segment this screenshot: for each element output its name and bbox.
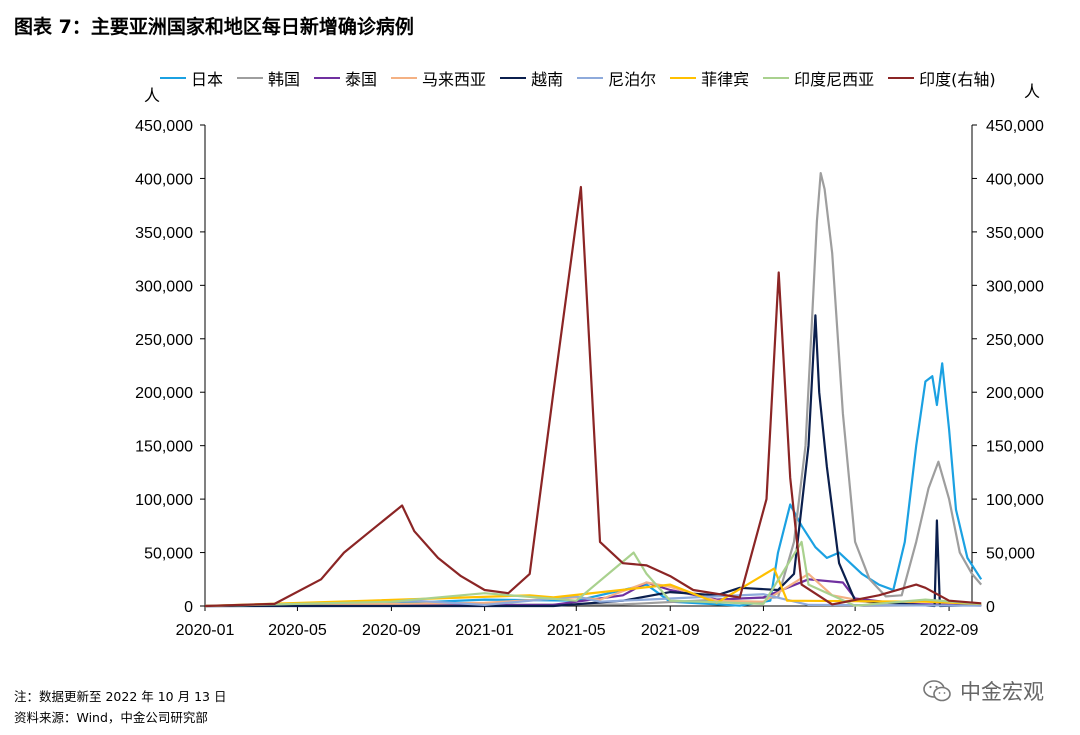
y2-tick-label: 300,000 — [986, 278, 1044, 295]
y-tick-label: 0 — [184, 599, 193, 616]
x-tick-label: 2022-01 — [734, 622, 793, 639]
legend-item: 菲律宾 — [670, 66, 749, 90]
series-line — [205, 314, 982, 608]
legend-swatch — [160, 77, 186, 79]
legend-label: 马来西亚 — [422, 70, 487, 89]
y-tick-label: 50,000 — [144, 546, 193, 563]
wechat-icon — [923, 680, 951, 702]
legend-swatch — [888, 77, 915, 79]
legend-label: 尼泊尔 — [608, 70, 657, 89]
series-line — [204, 172, 983, 608]
watermark: 中金宏观 — [922, 676, 1044, 706]
chart-legend: 日本 韩国 泰国 马来西亚 越南 尼泊尔 菲律宾 印度尼西亚 印度(右轴) — [160, 66, 996, 90]
x-tick-label: 2021-05 — [547, 622, 606, 639]
legend-label: 印度尼西亚 — [794, 70, 875, 89]
legend-label: 日本 — [191, 70, 224, 89]
legend-swatch — [237, 77, 264, 79]
legend-label: 菲律宾 — [701, 70, 750, 89]
legend-item: 韩国 — [237, 66, 300, 90]
x-tick-label: 2021-01 — [455, 622, 514, 639]
legend-item: 尼泊尔 — [577, 66, 656, 90]
y2-tick-label: 400,000 — [986, 171, 1044, 188]
y2-tick-label: 250,000 — [986, 332, 1044, 349]
y-tick-label: 350,000 — [135, 225, 193, 242]
left-axis-unit: 人 — [144, 86, 161, 105]
legend-label: 泰国 — [345, 70, 378, 89]
y2-tick-label: 100,000 — [986, 492, 1044, 509]
y-tick-label: 250,000 — [135, 332, 193, 349]
y2-tick-label: 450,000 — [986, 118, 1044, 135]
legend-item: 泰国 — [314, 66, 377, 90]
y2-tick-label: 0 — [986, 599, 995, 616]
watermark-text: 中金宏观 — [960, 680, 1044, 704]
series-line — [204, 540, 982, 608]
legend-label: 印度(右轴) — [919, 70, 996, 89]
series-line — [204, 567, 982, 608]
footnote-note: 注：数据更新至 2022 年 10 月 13 日 — [14, 689, 227, 704]
legend-item: 印度尼西亚 — [763, 66, 874, 90]
y-tick-label: 200,000 — [135, 385, 193, 402]
y-tick-label: 450,000 — [135, 118, 193, 135]
x-tick-label: 2022-09 — [920, 622, 979, 639]
legend-item: 印度(右轴) — [888, 66, 996, 90]
x-tick-label: 2021-09 — [641, 622, 700, 639]
legend-item: 马来西亚 — [391, 66, 486, 90]
y2-tick-label: 200,000 — [986, 385, 1044, 402]
legend-swatch — [391, 77, 418, 79]
legend-label: 越南 — [531, 70, 564, 89]
series-line — [204, 593, 982, 608]
x-tick-label: 2020-05 — [268, 622, 327, 639]
x-tick-label: 2020-09 — [362, 622, 421, 639]
footnote-source: 资料来源：Wind，中金公司研究部 — [14, 710, 208, 725]
legend-item: 日本 — [160, 66, 223, 90]
y-tick-label: 400,000 — [135, 171, 193, 188]
legend-swatch — [763, 77, 790, 79]
y2-tick-label: 50,000 — [986, 546, 1035, 563]
x-tick-label: 2020-01 — [176, 622, 235, 639]
legend-swatch — [500, 77, 527, 79]
y-tick-label: 300,000 — [135, 278, 193, 295]
chart-title: 图表 7：主要亚洲国家和地区每日新增确诊病例 — [14, 16, 414, 38]
series-line — [204, 185, 982, 608]
legend-swatch — [577, 77, 604, 79]
right-axis-unit: 人 — [1024, 82, 1041, 101]
y2-tick-label: 350,000 — [986, 225, 1044, 242]
x-tick-label: 2022-05 — [826, 622, 885, 639]
legend-swatch — [314, 77, 341, 79]
legend-swatch — [670, 77, 697, 79]
y2-tick-label: 150,000 — [986, 439, 1044, 456]
y-tick-label: 150,000 — [135, 439, 193, 456]
y-tick-label: 100,000 — [135, 492, 193, 509]
legend-item: 越南 — [500, 66, 563, 90]
legend-label: 韩国 — [268, 70, 301, 89]
